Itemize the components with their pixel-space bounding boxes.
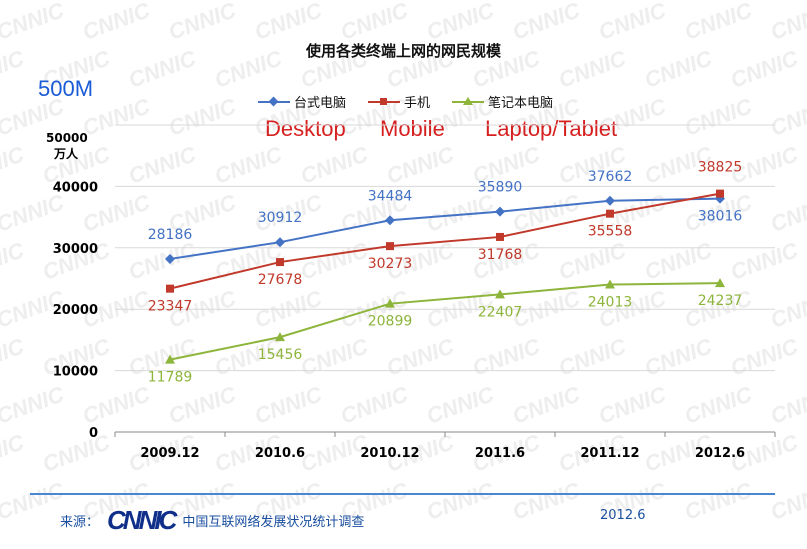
legend-label-mobile: 手机 xyxy=(404,96,431,111)
series-0-point-0 xyxy=(165,253,175,264)
x-tick-label-4: 2011.12 xyxy=(580,446,639,461)
x-tick-label-3: 2011.6 xyxy=(475,446,525,461)
x-tick-label-5: 2012.6 xyxy=(695,446,745,461)
series-2-data-label-5: 24237 xyxy=(698,293,743,309)
y-tick-label-1: 10000 xyxy=(53,365,98,380)
series-0-point-2 xyxy=(385,215,395,226)
legend-item-mobile: 手机 xyxy=(368,92,430,111)
english-series-labels: Desktop Mobile Laptop/Tablet xyxy=(0,116,807,146)
series-2-data-label-4: 24013 xyxy=(588,295,633,311)
series-2-point-4 xyxy=(605,279,615,289)
chart-title: 使用各类终端上网的网民规模 xyxy=(305,42,501,60)
footer-date: 2012.6 xyxy=(600,508,646,523)
footer-source: 来源： CNNIC 中国互联网络发展状况统计调查 xyxy=(60,505,364,536)
series-1-data-label-4: 35558 xyxy=(588,224,633,240)
y-tick-label-3: 30000 xyxy=(53,242,98,257)
series-2-data-label-0: 11789 xyxy=(148,370,193,386)
series-1-data-label-3: 31768 xyxy=(478,247,523,263)
series-0-data-label-1: 30912 xyxy=(258,210,303,226)
header-big-label: 500M xyxy=(38,76,94,101)
series-1-point-4 xyxy=(606,209,614,218)
series-line-0 xyxy=(169,197,721,260)
series-0-point-1 xyxy=(275,237,285,248)
footer-divider xyxy=(30,493,775,495)
series-0-point-4 xyxy=(605,195,615,206)
legend-item-desktop: 台式电脑 xyxy=(258,92,346,111)
series-2-point-1 xyxy=(275,332,285,342)
english-label-mobile: Mobile xyxy=(380,116,445,141)
y-axis-unit: 万人 xyxy=(53,147,78,161)
series-1-data-label-0: 23347 xyxy=(148,299,193,315)
legend-swatch-mobile xyxy=(368,96,401,108)
legend-swatch-laptop xyxy=(452,96,485,108)
cnnic-logo: CNNIC xyxy=(107,505,177,535)
series-2-point-2 xyxy=(385,298,395,308)
footer-org-name: 中国互联网络发展状况统计调查 xyxy=(182,515,365,530)
english-label-laptop: Laptop/Tablet xyxy=(485,116,618,141)
y-tick-label-2: 20000 xyxy=(53,303,98,318)
series-line-2 xyxy=(169,282,721,361)
y-tick-label-0: 0 xyxy=(89,426,98,441)
series-2-point-5 xyxy=(715,278,725,288)
series-line-1 xyxy=(169,192,721,290)
series-0-data-label-0: 28186 xyxy=(148,227,193,243)
legend-item-laptop: 笔记本电脑 xyxy=(452,92,553,111)
y-tick-label-4: 40000 xyxy=(53,180,98,195)
series-2-point-0 xyxy=(165,354,175,364)
series-1-point-5 xyxy=(716,189,724,198)
series-2-point-3 xyxy=(495,289,505,299)
series-0-data-label-4: 37662 xyxy=(588,169,633,185)
x-tick-label-0: 2009.12 xyxy=(140,446,199,461)
x-tick-label-2: 2010.12 xyxy=(360,446,419,461)
series-1-data-label-5: 38825 xyxy=(698,160,743,176)
chart-legend: 台式电脑 手机 笔记本电脑 xyxy=(258,92,553,111)
series-1-data-label-2: 30273 xyxy=(368,256,413,272)
x-tick-label-1: 2010.6 xyxy=(255,446,305,461)
series-0-data-label-5: 38016 xyxy=(698,209,743,225)
english-label-desktop: Desktop xyxy=(265,116,346,141)
series-1-point-0 xyxy=(166,284,174,293)
series-1-point-2 xyxy=(386,242,394,251)
series-0-point-3 xyxy=(495,206,505,217)
legend-label-laptop: 笔记本电脑 xyxy=(488,96,554,111)
series-2-data-label-2: 20899 xyxy=(368,314,413,330)
series-0-data-label-3: 35890 xyxy=(478,180,523,196)
series-1-data-label-1: 27678 xyxy=(258,272,303,288)
series-1-point-1 xyxy=(276,258,284,267)
footer-source-label: 来源： xyxy=(60,515,100,530)
series-0-data-label-2: 34484 xyxy=(368,188,413,204)
y-axis-unit-label: 50000 万人 xyxy=(46,131,88,162)
series-2-data-label-1: 15456 xyxy=(258,347,303,363)
y-axis-top-tick: 50000 xyxy=(46,131,88,145)
series-2-data-label-3: 22407 xyxy=(478,304,523,320)
series-1-point-3 xyxy=(496,232,504,241)
legend-swatch-desktop xyxy=(258,96,290,108)
legend-label-desktop: 台式电脑 xyxy=(294,96,347,111)
